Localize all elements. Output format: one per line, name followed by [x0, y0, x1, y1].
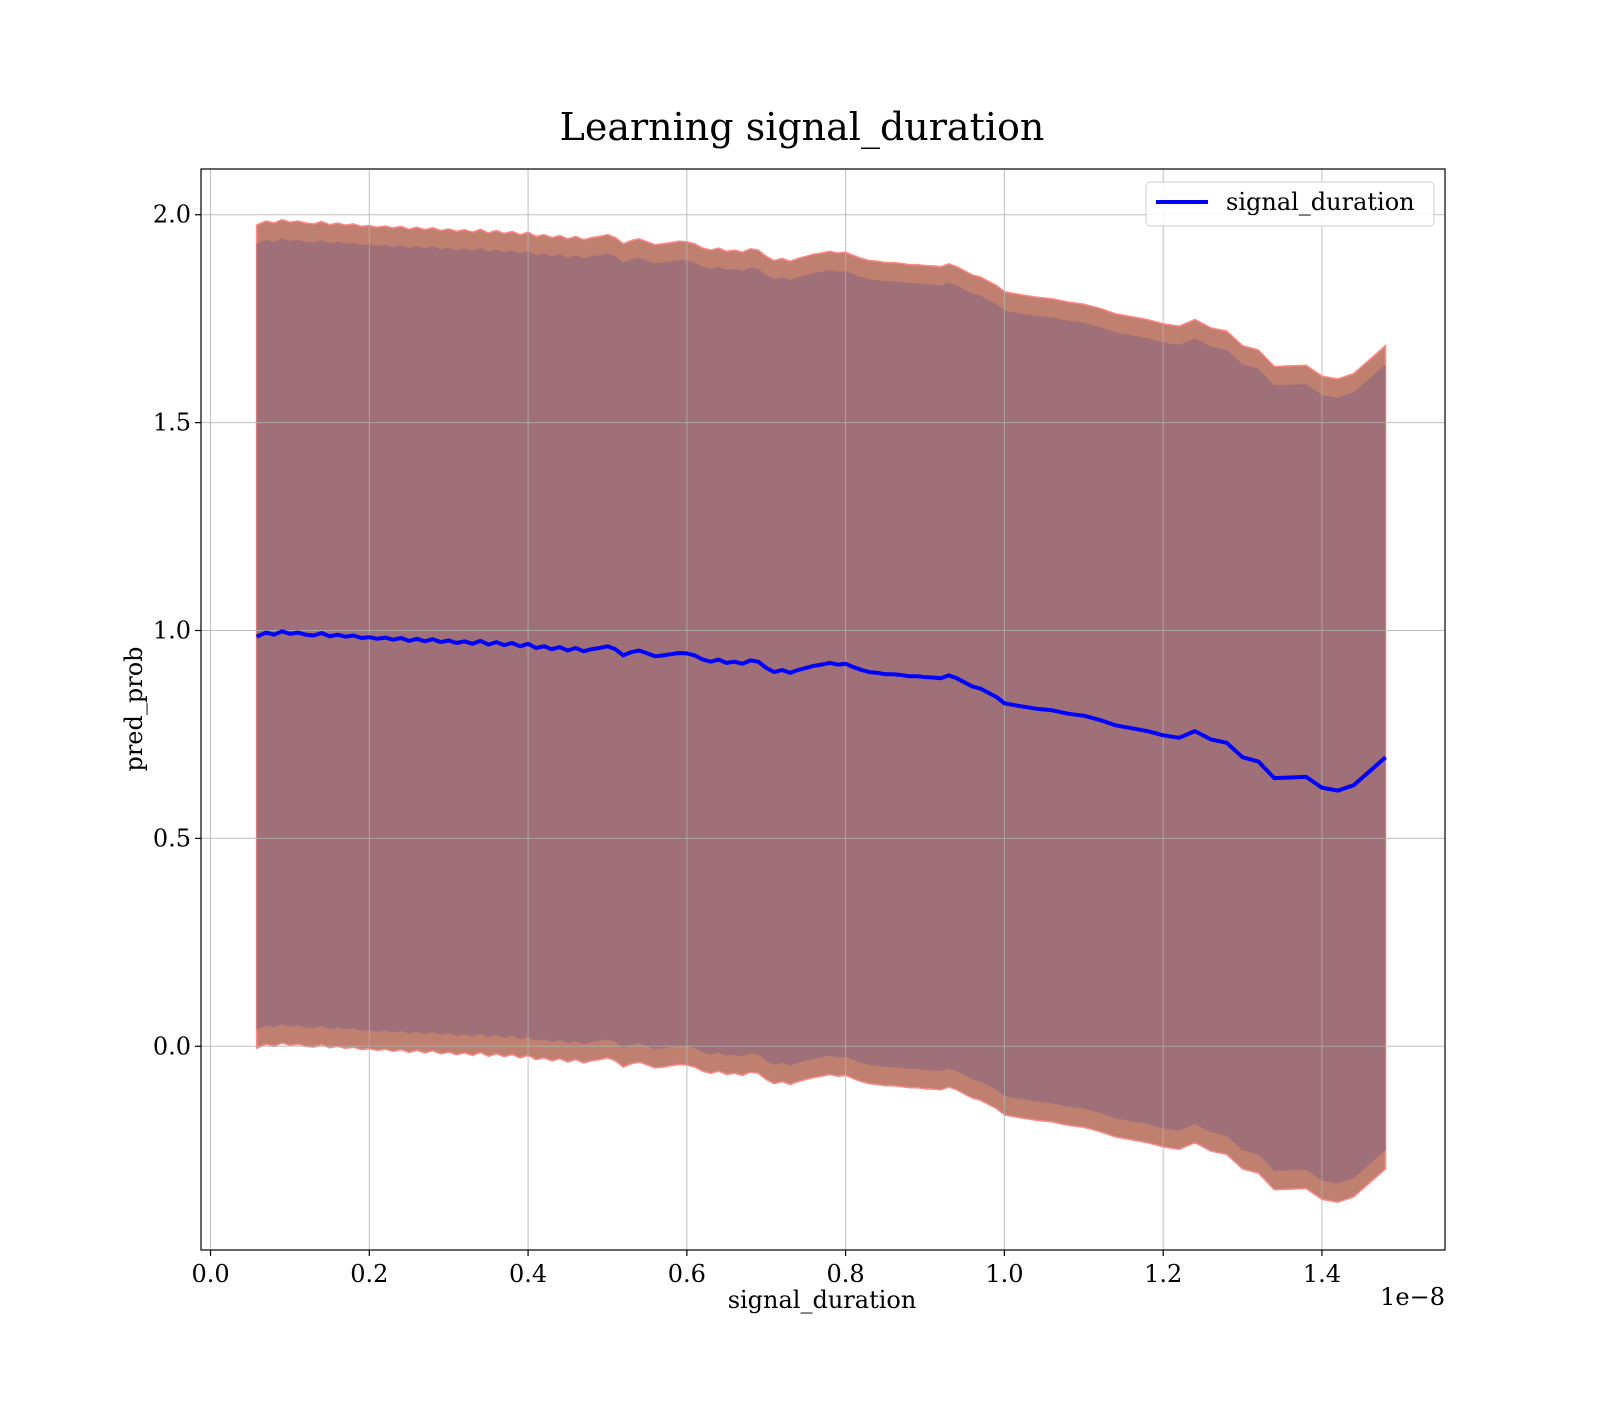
confidence-band-2 — [256, 238, 1386, 1184]
x-tick-label: 1.4 — [1303, 1260, 1341, 1288]
series-layer — [255, 629, 1387, 793]
y-axis-label: pred_prob — [120, 646, 148, 771]
x-offset-label: 1e−8 — [1380, 1283, 1445, 1311]
legend-label: signal_duration — [1226, 188, 1415, 216]
bands-layer — [255, 218, 1387, 1203]
x-axis-label: signal_duration — [728, 1286, 917, 1314]
plot-frame — [200, 168, 1446, 1251]
x-tick-label: 0.0 — [191, 1260, 229, 1288]
chart-title: Learning signal_duration — [560, 105, 1045, 150]
x-tick-label: 0.8 — [827, 1260, 865, 1288]
series-line-signal-duration — [255, 629, 1387, 793]
y-tick-label: 2.0 — [153, 201, 191, 229]
y-tick-label: 0.0 — [153, 1032, 191, 1060]
x-tick-label: 1.0 — [985, 1260, 1023, 1288]
x-tick-label: 1.2 — [1144, 1260, 1182, 1288]
y-tick-label: 0.5 — [153, 824, 191, 852]
y-tick-label: 1.5 — [153, 409, 191, 437]
x-tick-label: 0.6 — [668, 1260, 706, 1288]
y-tick-label: 1.0 — [153, 617, 191, 645]
legend-box — [1145, 181, 1435, 227]
legend: signal_duration — [1145, 181, 1435, 227]
ticks-layer: 0.0 0.2 0.4 0.6 0.8 1.0 1.2 1.4 0.0 0.5 1.0 1.5 2.0 — [153, 201, 1341, 1288]
x-tick-label: 0.4 — [509, 1260, 547, 1288]
x-tick-label: 0.2 — [350, 1260, 388, 1288]
grid-layer — [201, 169, 1445, 1250]
